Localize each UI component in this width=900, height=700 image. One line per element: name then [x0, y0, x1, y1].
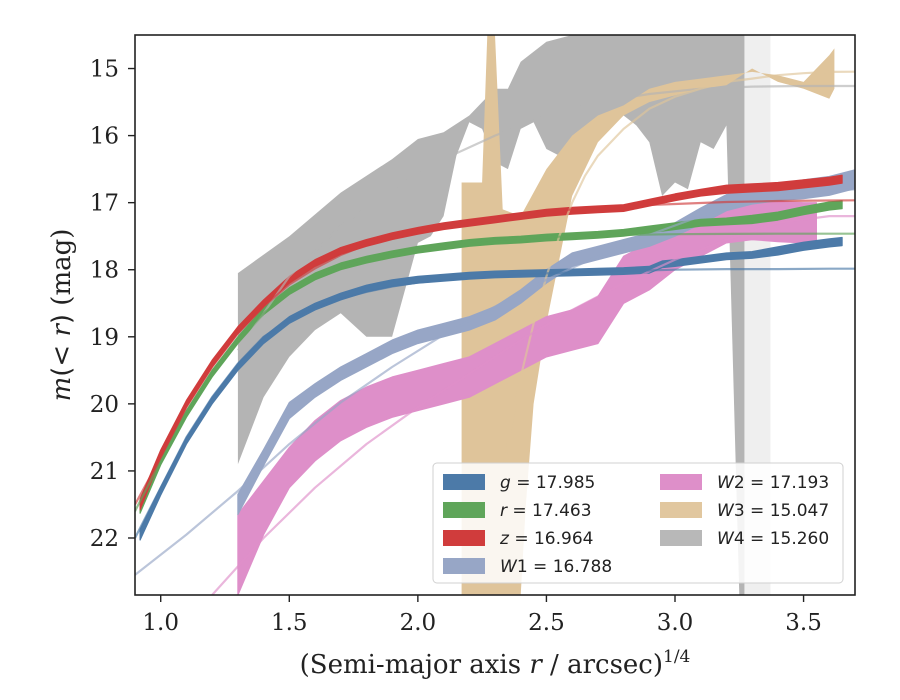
legend-swatch-w4 — [660, 530, 702, 546]
y-tick-label: 18 — [90, 258, 119, 284]
model-line-w4 — [236, 84, 855, 351]
x-axis-title-exponent: 1/4 — [663, 647, 690, 667]
legend-item-r: r = 17.463 — [443, 501, 592, 521]
legend-label-w4: W4 = 15.260 — [717, 529, 829, 549]
legend-swatch-w3 — [660, 502, 702, 518]
series-w3 — [461, 35, 835, 595]
legend-swatch-z — [443, 530, 485, 546]
model-line-w1 — [135, 188, 855, 576]
model-line-z — [135, 199, 855, 506]
x-tick-label: 1.0 — [142, 610, 179, 636]
legend-item-g: g = 17.985 — [443, 473, 595, 493]
y-axis-title-close: ) — [47, 314, 77, 324]
legend-item-w3: W3 = 15.047 — [660, 501, 829, 521]
x-tick-label: 3.5 — [785, 610, 822, 636]
y-tick-label: 15 — [90, 57, 119, 83]
x-tick-label: 2.5 — [528, 610, 565, 636]
legend-label-r: r = 17.463 — [500, 501, 592, 521]
y-tick-label: 17 — [90, 191, 119, 217]
x-axis-title: (Semi-major axis r / arcsec)1/4 — [300, 647, 691, 680]
legend-label-z: z = 16.964 — [499, 529, 593, 549]
model-line-r — [135, 232, 855, 512]
y-axis-title-m: m — [47, 377, 77, 402]
band-w4 — [237, 35, 771, 595]
x-tick-label: 2.0 — [400, 610, 437, 636]
plot-frame — [134, 34, 856, 596]
series-r — [139, 200, 843, 514]
legend-item-w2: W2 = 17.193 — [660, 473, 829, 493]
x-axis-title-unit: / arcsec) — [542, 650, 663, 680]
legend-box — [432, 462, 844, 584]
y-tick-label: 16 — [90, 124, 119, 150]
band-w3 — [461, 35, 835, 595]
model-line-g — [135, 267, 855, 539]
y-tick-label: 22 — [90, 526, 119, 552]
axis-ticks: 1.0 1.5 2.0 2.5 3.0 3.5 15 16 17 18 19 20 21 22 — [90, 57, 822, 636]
band-r — [139, 200, 843, 514]
legend-item-w1: W1 = 16.788 — [443, 557, 612, 577]
legend-item-w4: W4 = 15.260 — [660, 529, 829, 549]
x-axis-title-r: r — [529, 650, 543, 680]
legend-swatch-r — [443, 502, 485, 518]
model-line-w2 — [211, 215, 855, 595]
legend-swatch-w1 — [443, 558, 485, 574]
y-tick-label: 19 — [90, 325, 119, 351]
series-w1 — [237, 169, 855, 516]
legend-label-w3: W3 = 15.047 — [717, 501, 829, 521]
model-line-w3 — [481, 70, 855, 595]
x-tick-label: 1.5 — [271, 610, 308, 636]
legend-item-z: z = 16.964 — [443, 529, 593, 549]
y-axis-title-lt: (< — [47, 337, 77, 377]
x-axis-title-main: (Semi-major axis — [300, 650, 530, 680]
legend-swatch-w2 — [660, 474, 702, 490]
legend: g = 17.985 r = 17.463 z = 16.964 W1 = 16.78… — [432, 462, 844, 584]
y-axis-title-r: r — [47, 323, 77, 337]
y-axis-title-unit: (mag) — [47, 229, 77, 314]
y-axis-title: m(< r) (mag) — [47, 229, 77, 402]
legend-swatch-g — [443, 474, 485, 490]
legend-label-w2: W2 = 17.193 — [717, 473, 829, 493]
legend-label-w1: W1 = 16.788 — [500, 557, 612, 577]
y-tick-label: 21 — [90, 459, 119, 485]
y-tick-label: 20 — [90, 392, 119, 418]
legend-label-g: g = 17.985 — [500, 473, 595, 493]
x-tick-label: 3.0 — [657, 610, 694, 636]
band-w1 — [237, 169, 855, 516]
data-layer — [135, 35, 855, 595]
